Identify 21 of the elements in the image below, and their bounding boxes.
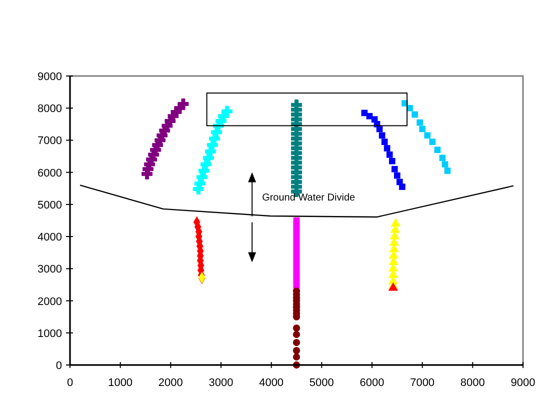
x-tick-label: 8000	[460, 377, 485, 389]
y-tick-label: 3000	[38, 264, 62, 276]
x-tick-label: 7000	[410, 377, 435, 389]
x-tick-label: 3000	[208, 377, 234, 389]
x-tick-label: 5000	[309, 377, 334, 389]
y-tick-label: 1000	[38, 328, 62, 340]
y-tick-label: 4000	[38, 232, 62, 244]
y-tick-label: 8000	[38, 103, 62, 116]
x-tick-label: 9000	[510, 377, 536, 389]
x-tick-label: 0	[66, 377, 74, 389]
y-tick-label: 6000	[38, 167, 62, 180]
y-tick-label: 5000	[38, 199, 62, 212]
x-tick-label: 1000	[108, 377, 133, 389]
y-tick-label: 2000	[38, 296, 62, 308]
y-tick-label: 7000	[38, 135, 62, 148]
y-tick-label: 9000	[38, 71, 62, 83]
x-tick-label: 6000	[360, 377, 384, 389]
annotation: Ground Water Divide	[262, 192, 356, 204]
y-tick-label: 0	[56, 360, 62, 372]
x-tick-label: 4000	[259, 377, 284, 389]
x-tick-label: 2000	[158, 377, 183, 389]
